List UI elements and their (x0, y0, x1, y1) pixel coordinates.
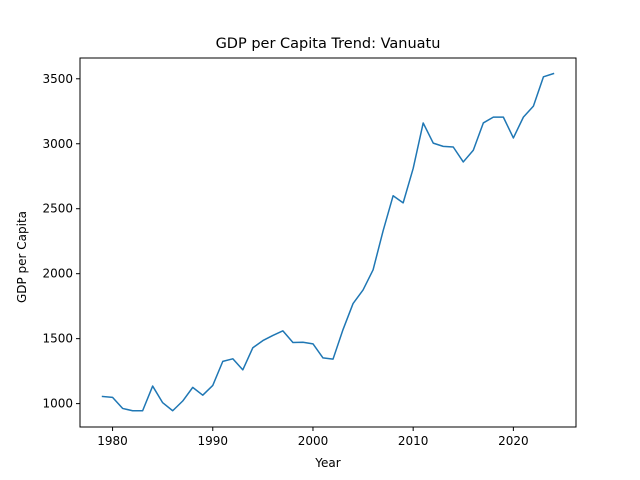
x-tick-label: 2000 (298, 434, 329, 448)
y-tick-label: 1000 (42, 397, 73, 411)
x-tick-label: 1990 (197, 434, 228, 448)
y-axis-label: GDP per Capita (15, 211, 29, 303)
x-tick-label: 2010 (398, 434, 429, 448)
y-tick-label: 3000 (42, 137, 73, 151)
chart-title: GDP per Capita Trend: Vanuatu (216, 36, 441, 52)
x-tick-label: 1980 (97, 434, 128, 448)
y-tick-label: 3500 (42, 72, 73, 86)
plot-frame (79, 57, 577, 428)
x-axis-label: Year (314, 456, 340, 470)
y-tick-label: 2500 (42, 202, 73, 216)
x-tick-label: 2020 (498, 434, 529, 448)
y-tick-label: 2000 (42, 267, 73, 281)
y-tick-label: 1500 (42, 332, 73, 346)
series-line (101, 72, 555, 412)
axis-ticks: 1980 1990 2000 2010 2020 1000 1500 2000 2500 3000… (42, 72, 528, 448)
